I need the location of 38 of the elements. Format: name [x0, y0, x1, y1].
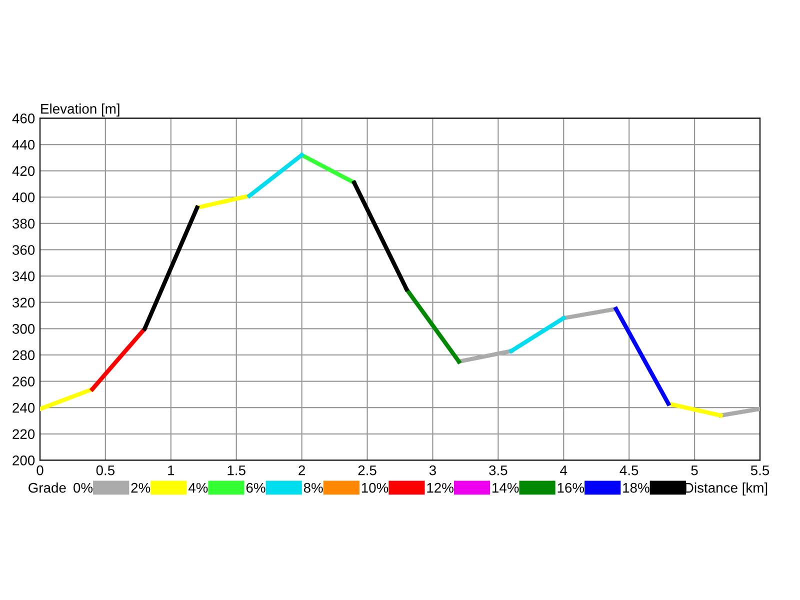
x-tick-label: 3.5 — [489, 465, 508, 476]
x-tick-label: 2 — [298, 465, 305, 476]
y-tick-label: 220 — [12, 429, 35, 440]
y-tick-label: 280 — [12, 350, 35, 360]
x-tick-label: 2.5 — [358, 465, 376, 476]
x-tick-label: 3 — [429, 465, 436, 476]
y-tick-label: 360 — [12, 245, 35, 255]
y-axis-title: Elevation [m] — [41, 104, 120, 116]
y-tick-label: 420 — [12, 166, 35, 176]
y-tick-label: 460 — [12, 114, 35, 124]
y-tick-label: 260 — [12, 376, 35, 386]
y-tick-label: 320 — [12, 298, 35, 308]
legend-label: 12% — [427, 482, 454, 493]
legend-label: 14% — [492, 482, 519, 493]
x-tick-label: 1.5 — [228, 466, 246, 476]
legend-title: Grade — [28, 482, 66, 493]
x-tick-label: 5 — [691, 466, 698, 476]
y-tick-label: 340 — [12, 271, 35, 282]
y-tick-label: 240 — [12, 402, 35, 413]
x-tick-label: 0 — [36, 465, 44, 476]
x-tick-label: 5.5 — [750, 466, 770, 476]
x-tick-label: 0.5 — [96, 465, 115, 476]
legend-label: 16% — [558, 482, 584, 493]
legend-label: 18% — [623, 482, 650, 493]
x-tick-label: 4.5 — [620, 466, 638, 476]
y-tick-label: 400 — [12, 192, 35, 202]
legend-label: 2% — [131, 482, 150, 493]
x-tick-label: 1 — [168, 466, 174, 476]
y-tick-label: 200 — [12, 456, 35, 466]
y-tick-label: 300 — [12, 324, 35, 334]
y-tick-label: 380 — [12, 218, 35, 229]
y-tick-label: 440 — [12, 140, 35, 150]
legend-label: 4% — [188, 482, 208, 493]
legend-label: 6% — [246, 482, 266, 493]
legend-label: 10% — [362, 482, 388, 493]
legend-label: 8% — [304, 482, 323, 493]
x-tick-label: 4 — [560, 466, 568, 476]
legend-label: 0% — [74, 482, 93, 493]
